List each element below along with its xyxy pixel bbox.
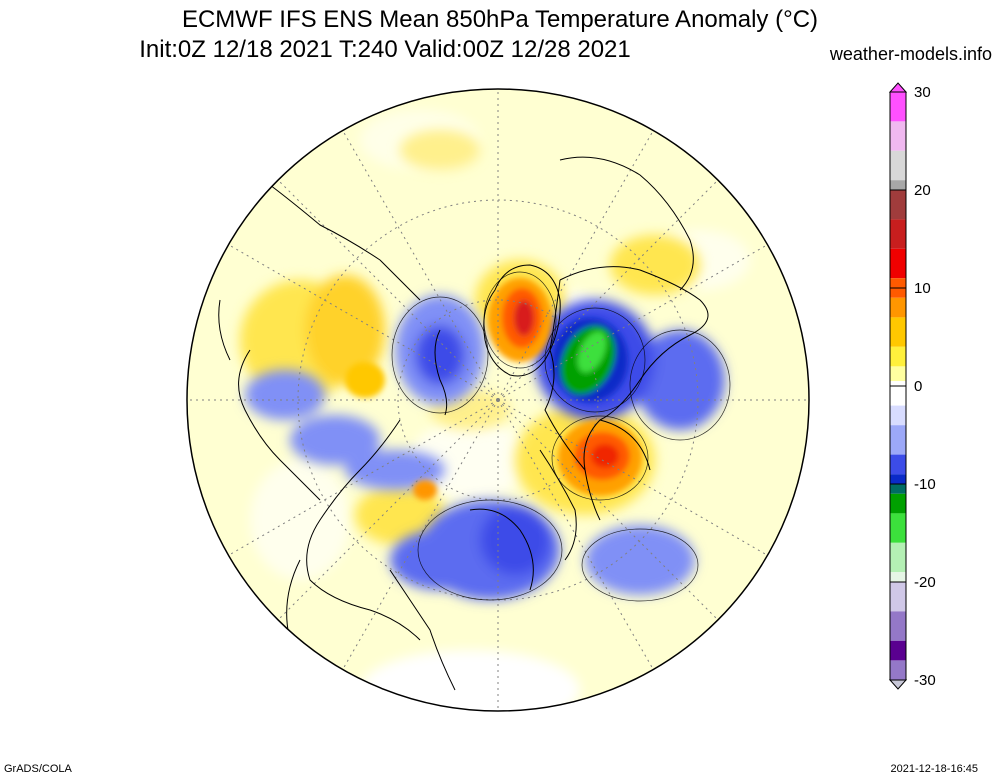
colorbar-swatch bbox=[890, 484, 906, 494]
colorbar-swatch bbox=[890, 640, 906, 661]
chart-subtitle: Init:0Z 12/18 2021 T:240 Valid:00Z 12/28… bbox=[139, 36, 631, 63]
colorbar-swatch bbox=[890, 190, 906, 220]
colorbar-tick-label: -20 bbox=[914, 574, 936, 591]
colorbar-swatch bbox=[890, 405, 906, 426]
map-boundary bbox=[186, 88, 810, 712]
colorbar-tick-label: 30 bbox=[914, 84, 931, 101]
colorbar-tick-label: -30 bbox=[914, 672, 936, 689]
colorbar-swatch bbox=[890, 92, 906, 122]
colorbar-swatch bbox=[890, 660, 906, 680]
graticule bbox=[188, 90, 808, 710]
colorbar-swatch bbox=[890, 493, 906, 514]
colorbar-swatch bbox=[890, 454, 906, 475]
strong-warm-areas bbox=[345, 278, 642, 500]
colorbar-swatch bbox=[890, 366, 906, 382]
colorbar-swatch bbox=[890, 474, 906, 484]
chart-title: ECMWF IFS ENS Mean 850hPa Temperature An… bbox=[181, 6, 819, 33]
colorbar-swatch bbox=[890, 582, 906, 612]
source-label: weather-models.info bbox=[829, 44, 992, 64]
colorbar-swatch bbox=[890, 121, 906, 151]
colorbar-swatch bbox=[890, 346, 906, 367]
strong-cold-canada bbox=[552, 318, 628, 402]
colorbar-swatches bbox=[888, 82, 908, 690]
colorbar-labels: 30 20 10 0 -10 -20 -30 bbox=[890, 84, 936, 689]
generation-timestamp: 2021-12-18-16:45 bbox=[890, 763, 978, 775]
colorbar-tick-label: 20 bbox=[914, 182, 931, 199]
colorbar-max-arrow bbox=[888, 82, 908, 93]
colorbar-swatch bbox=[890, 611, 906, 641]
colorbar-min-arrow bbox=[888, 679, 908, 690]
anomaly-contours bbox=[391, 271, 731, 602]
colorbar-swatch bbox=[890, 297, 906, 318]
colorbar-swatch bbox=[890, 180, 906, 190]
colorbar-swatch bbox=[890, 390, 906, 406]
colorbar-swatch bbox=[890, 513, 906, 543]
colorbar-swatch bbox=[890, 572, 906, 582]
colorbar-tick-label: -10 bbox=[914, 476, 936, 493]
colorbar-tick-label: 0 bbox=[914, 378, 922, 395]
colorbar-tick-label: 10 bbox=[914, 280, 931, 297]
software-credit: GrADS/COLA bbox=[4, 763, 72, 775]
colorbar-swatch bbox=[890, 542, 906, 573]
colorbar-swatch bbox=[890, 317, 906, 347]
colorbar-swatch bbox=[890, 425, 906, 455]
colorbar-swatch bbox=[890, 150, 906, 181]
colorbar-swatch bbox=[890, 219, 906, 249]
colorbar-swatch bbox=[890, 248, 906, 279]
